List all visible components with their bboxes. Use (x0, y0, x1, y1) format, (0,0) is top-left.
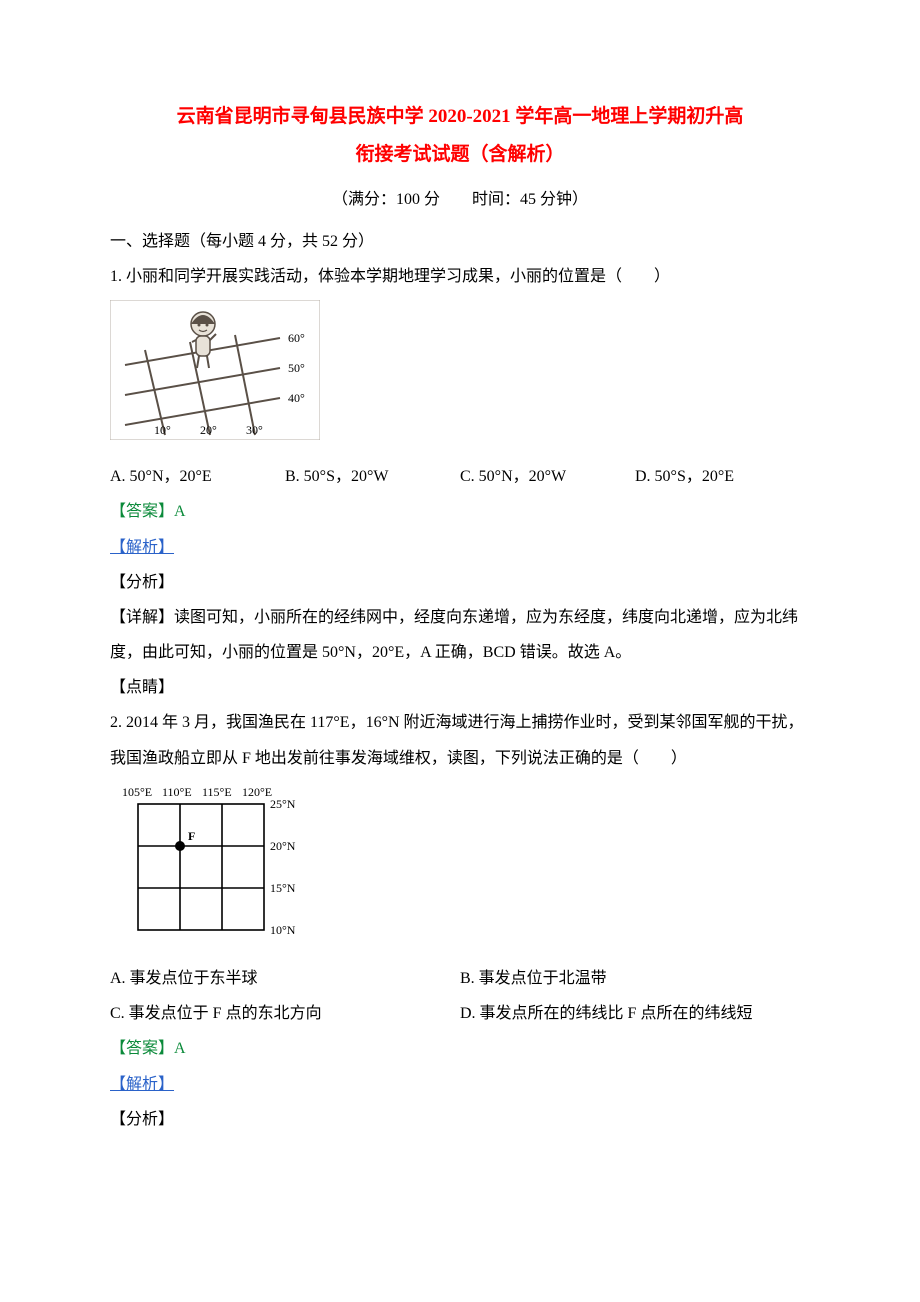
exam-title-line2: 衔接考试试题（含解析） (110, 138, 810, 172)
q1-stem: 1. 小丽和同学开展实践活动，体验本学期地理学习成果，小丽的位置是（ ） (110, 259, 810, 294)
section-heading: 一、选择题（每小题 4 分，共 52 分） (110, 224, 810, 259)
q2-lat-10: 10°N (270, 923, 296, 937)
q1-answer: 【答案】A (110, 494, 810, 529)
q1-optA: A. 50°N，20°E (110, 459, 285, 494)
q1-lon-10: 10° (154, 423, 171, 437)
q2-stem: 2. 2014 年 3 月，我国渔民在 117°E，16°N 附近海域进行海上捕… (110, 705, 810, 775)
q2-fenxi-tag: 【分析】 (110, 1102, 810, 1137)
q2-optB: B. 事发点位于北温带 (460, 961, 810, 996)
q1-lon-30: 30° (246, 423, 263, 437)
q1-options: A. 50°N，20°E B. 50°S，20°W C. 50°N，20°W D… (110, 459, 810, 494)
q1-grid-svg: 60° 50° 40° 10° 20° 30° (110, 300, 320, 440)
q2-lat-25: 25°N (270, 797, 296, 811)
q1-optB: B. 50°S，20°W (285, 459, 460, 494)
q2-optD: D. 事发点所在的纬线比 F 点所在的纬线短 (460, 996, 810, 1031)
q2-optA: A. 事发点位于东半球 (110, 961, 460, 996)
q2-lon-105: 105°E (122, 785, 152, 799)
q2-lon-115: 115°E (202, 785, 232, 799)
q1-figure: 60° 50° 40° 10° 20° 30° (110, 300, 810, 453)
q2-analysis-label: 【解析】 (110, 1076, 174, 1093)
q2-options: A. 事发点位于东半球 B. 事发点位于北温带 C. 事发点位于 F 点的东北方… (110, 961, 810, 1031)
q2-lat-20: 20°N (270, 839, 296, 853)
q2-grid-svg: 105°E 110°E 115°E 120°E 25°N 20°N 15°N 1… (110, 782, 330, 942)
q1-lat-60: 60° (288, 331, 305, 345)
q1-optD: D. 50°S，20°E (635, 459, 810, 494)
q1-fenxi-tag: 【分析】 (110, 565, 810, 600)
exam-meta: （满分：100 分 时间：45 分钟） (110, 182, 810, 217)
q1-dianjing-tag: 【点睛】 (110, 670, 810, 705)
q2-figure: 105°E 110°E 115°E 120°E 25°N 20°N 15°N 1… (110, 782, 810, 955)
q1-optC: C. 50°N，20°W (460, 459, 635, 494)
q2-lon-110: 110°E (162, 785, 192, 799)
q1-analysis-label: 【解析】 (110, 539, 174, 556)
q1-lon-20: 20° (200, 423, 217, 437)
q2-answer: 【答案】A (110, 1031, 810, 1066)
q2-lat-15: 15°N (270, 881, 296, 895)
q1-detail: 【详解】读图可知，小丽所在的经纬网中，经度向东递增，应为东经度，纬度向北递增，应… (110, 600, 810, 670)
exam-title-line1: 云南省昆明市寻甸县民族中学 2020-2021 学年高一地理上学期初升高 (110, 100, 810, 134)
q2-lon-120: 120°E (242, 785, 272, 799)
q1-lat-40: 40° (288, 391, 305, 405)
q2-optC: C. 事发点位于 F 点的东北方向 (110, 996, 460, 1031)
q1-lat-50: 50° (288, 361, 305, 375)
q2-point-f-icon (175, 841, 185, 851)
q2-f-label: F (188, 829, 195, 843)
